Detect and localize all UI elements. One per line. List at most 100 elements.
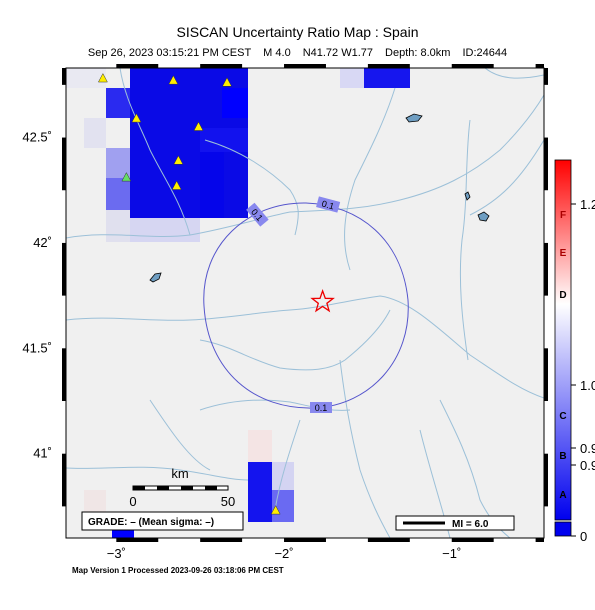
station-triangle-icon: [222, 77, 232, 87]
river: [469, 139, 544, 216]
frame-bar: [544, 68, 548, 85]
river: [339, 359, 391, 538]
longitude-tick-label: −1˚: [442, 546, 461, 561]
frame-bar: [200, 538, 243, 542]
grid-cell: [222, 88, 248, 118]
longitude-tick-label: −2˚: [274, 546, 293, 561]
epicenter-star-icon: [310, 288, 335, 313]
scale-bar: km 0 50: [129, 466, 235, 509]
grid-cell: [200, 152, 224, 218]
frame-bar: [367, 538, 410, 542]
contour-label-box: [316, 196, 341, 213]
lake: [464, 191, 471, 201]
river: [199, 309, 391, 371]
station-triangle-icon: [168, 75, 179, 85]
contour-label-ne: 0.1: [316, 196, 341, 213]
scale-unit: km: [171, 466, 188, 481]
river: [149, 399, 211, 471]
colorbar: F E D C B A 1.2 1.0 0.9 0.9 0: [554, 159, 595, 544]
frame-bar: [116, 64, 159, 68]
frame-bar: [535, 64, 544, 68]
station-triangle-icon: [193, 121, 204, 131]
station-triangle-icon: [171, 180, 182, 190]
frame-bar: [62, 348, 66, 402]
station-triangle-icon: [121, 172, 132, 182]
latitude-tick-label: 41˚: [33, 446, 52, 461]
grid-cell: [130, 218, 200, 242]
colorbar-value: 0.9: [580, 441, 595, 456]
frame-bar: [62, 137, 66, 191]
scale-left-label: 0: [129, 494, 136, 509]
grid-cell: [248, 430, 272, 462]
grade-label: GRADE: – (Mean sigma: –): [88, 517, 214, 528]
uncertainty-grid: [66, 68, 410, 538]
grid-cell: [106, 210, 130, 242]
colorbar-letter-b: B: [559, 451, 566, 462]
frame-bar: [284, 538, 326, 542]
event-location: N41.72 W1.77: [302, 47, 374, 59]
latitude-tick-label: 41.5˚: [22, 340, 52, 355]
frame-bar: [544, 137, 548, 191]
grid-cell: [364, 68, 410, 88]
event-info: Sep 26, 2023 03:15:21 PM CEST M 4.0 N41.72…: [0, 47, 595, 59]
station-triangle-icon: [131, 113, 142, 123]
river: [66, 295, 544, 399]
frame-bar: [284, 64, 326, 68]
river: [119, 68, 191, 236]
mi-legend-label: MI = 6.0: [452, 519, 489, 530]
frame-bar: [62, 453, 66, 507]
lake: [149, 272, 162, 283]
event-depth: Depth: 8.0km: [385, 47, 451, 59]
river: [66, 466, 249, 481]
frame-bar: [535, 538, 544, 542]
frame-bar: [62, 68, 66, 85]
processing-footer: Map Version 1 Processed 2023-09-26 03:18…: [72, 566, 284, 575]
latitude-labels: 42.5˚ 42˚ 41.5˚ 41˚: [22, 130, 52, 461]
latitude-tick-label: 42.5˚: [22, 130, 52, 145]
river: [484, 68, 544, 79]
grid-cell: [84, 118, 106, 148]
frame-bar: [451, 538, 494, 542]
frame-bar: [116, 538, 159, 542]
station-triangle-icon: [97, 73, 108, 83]
grid-cell: [340, 68, 364, 88]
contour-label-s: 0.1: [310, 402, 332, 413]
frame-bar: [544, 348, 548, 402]
event-id: ID:24644: [462, 47, 508, 59]
colorbar-underflow: [554, 521, 572, 537]
station-triangle-icon: [173, 155, 184, 165]
frame-bar: [544, 242, 548, 296]
epicenter-star-shape: [310, 288, 335, 313]
grade-box: GRADE: – (Mean sigma: –): [81, 511, 244, 531]
colorbar-letter-a: A: [559, 490, 566, 501]
contour-label: 0.1: [321, 199, 336, 212]
longitude-labels: −3˚ −2˚ −1˚: [107, 546, 462, 561]
contour-label: 0.1: [315, 403, 328, 413]
stations: [97, 73, 281, 515]
grid-cell: [200, 128, 248, 152]
scale-right-label: 50: [221, 494, 235, 509]
map-frame: [62, 64, 548, 542]
grid-cell: [66, 68, 106, 88]
mi-legend: MI = 6.0: [395, 515, 515, 531]
event-date: Sep 26, 2023 03:15:21 PM CEST: [87, 47, 252, 59]
colorbar-value: 0.9: [580, 458, 595, 473]
river: [274, 419, 301, 511]
frame-bar: [451, 64, 494, 68]
contour-label-box: [310, 402, 332, 413]
latitude-tick-label: 42˚: [33, 235, 52, 250]
map-title: SISCAN Uncertainty Ratio Map : Spain: [176, 24, 419, 40]
colorbar-value: 1.2: [580, 197, 595, 212]
colorbar-gradient: [554, 159, 572, 521]
grid-cell: [106, 178, 130, 210]
colorbar-letter-d: D: [559, 290, 566, 301]
colorbar-value: 1.0: [580, 378, 595, 393]
event-magnitude: M 4.0: [263, 47, 291, 59]
lake: [405, 113, 423, 123]
colorbar-letter-e: E: [560, 248, 567, 259]
river: [459, 119, 471, 361]
grid-cell: [248, 462, 272, 522]
river: [204, 139, 299, 236]
frame-bar: [544, 453, 548, 507]
colorbar-letter-f: F: [560, 210, 566, 221]
